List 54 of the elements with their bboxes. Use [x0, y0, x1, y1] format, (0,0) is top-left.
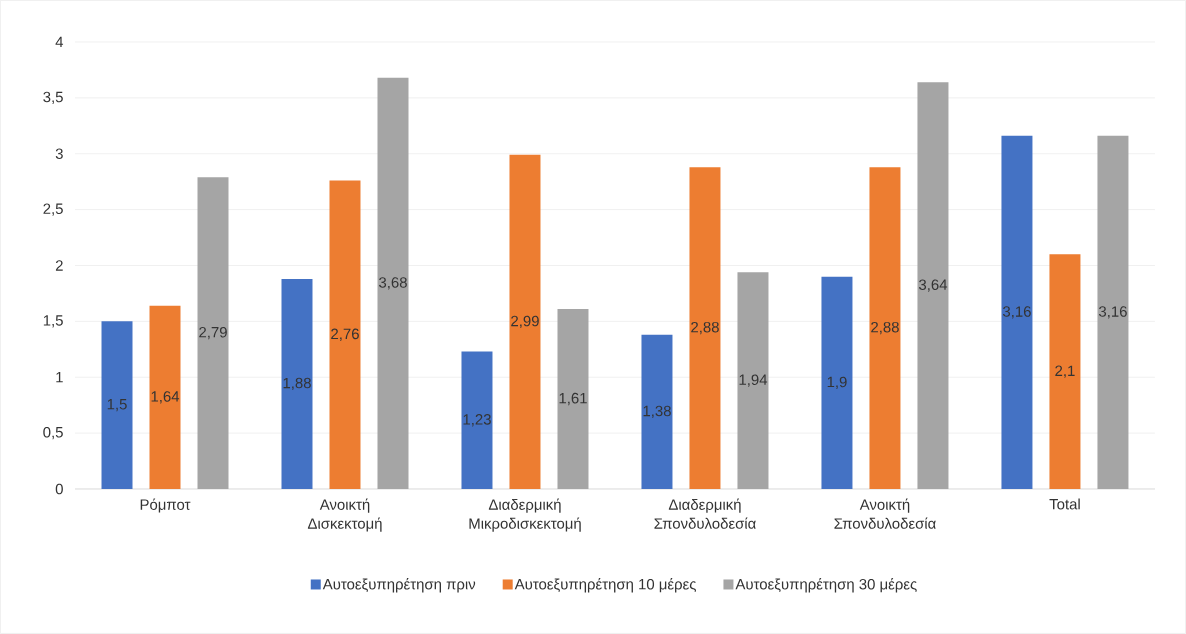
y-tick-label: 4 [55, 36, 64, 48]
x-tick-label: Διαδερμική Μικροδισκεκτομή [469, 498, 581, 532]
text: 3,16 [1098, 306, 1127, 319]
text: 1,64 [151, 391, 180, 404]
y-tick-label: 2,5 [43, 203, 63, 216]
x-tick-label: Διαδερμική Σπονδυλοδεσία [654, 498, 756, 529]
text: 2,1 [1055, 365, 1075, 378]
bar [281, 278, 313, 489]
text: 1,61 [559, 392, 587, 406]
y-tick-label: 1 [56, 372, 63, 383]
bar [641, 334, 673, 489]
text: 2,88 [871, 321, 899, 335]
x-tick-label: Ανοικτή Δισκεκτομή [307, 498, 382, 532]
text: 1,9 [827, 376, 847, 389]
x-tick-label: Total [1049, 498, 1080, 510]
bar [1001, 135, 1033, 489]
bar [689, 167, 721, 489]
bar [917, 82, 949, 489]
text: 1,23 [463, 414, 491, 427]
bar [377, 77, 409, 489]
legend-label: Αυτοεξυπηρέτηση 10 μέρες [514, 578, 696, 593]
legend-label: Αυτοεξυπηρέτηση πριν [322, 578, 476, 593]
y-tick-label: 3 [55, 148, 63, 160]
bar [821, 276, 853, 489]
text: 3,68 [379, 277, 407, 290]
y-tick-label: 0 [55, 483, 63, 495]
y-tick-label: 1,5 [43, 315, 63, 328]
bar [149, 305, 181, 489]
text: 2,79 [199, 326, 227, 340]
text: 1,94 [739, 374, 768, 387]
text: 3,16 [1002, 306, 1031, 319]
bar [509, 154, 541, 489]
text: 2,88 [691, 321, 719, 335]
x-tick-label: Ρόμποτ [140, 498, 191, 513]
legend-label: Αυτοεξυπηρέτηση 30 μέρες [735, 578, 917, 593]
y-tick-label: 3,5 [43, 91, 63, 105]
text: 3,64 [918, 279, 948, 292]
text: 1,88 [283, 377, 311, 391]
bar [1049, 254, 1081, 489]
bar [101, 321, 133, 489]
text: 1,5 [107, 399, 127, 412]
text: 2,76 [331, 328, 359, 341]
bar [197, 177, 229, 489]
bar [1097, 135, 1129, 489]
bar [869, 167, 901, 489]
x-tick-label: Ανοικτή Σπονδυλοδεσία [834, 498, 936, 529]
bar [329, 180, 361, 489]
y-tick-label: 2 [55, 260, 63, 271]
bar [461, 351, 493, 489]
bar [557, 309, 589, 489]
y-tick-label: 0,5 [43, 426, 63, 440]
text: 2,99 [511, 315, 539, 329]
text: 1,38 [643, 405, 671, 419]
bar [737, 272, 769, 489]
